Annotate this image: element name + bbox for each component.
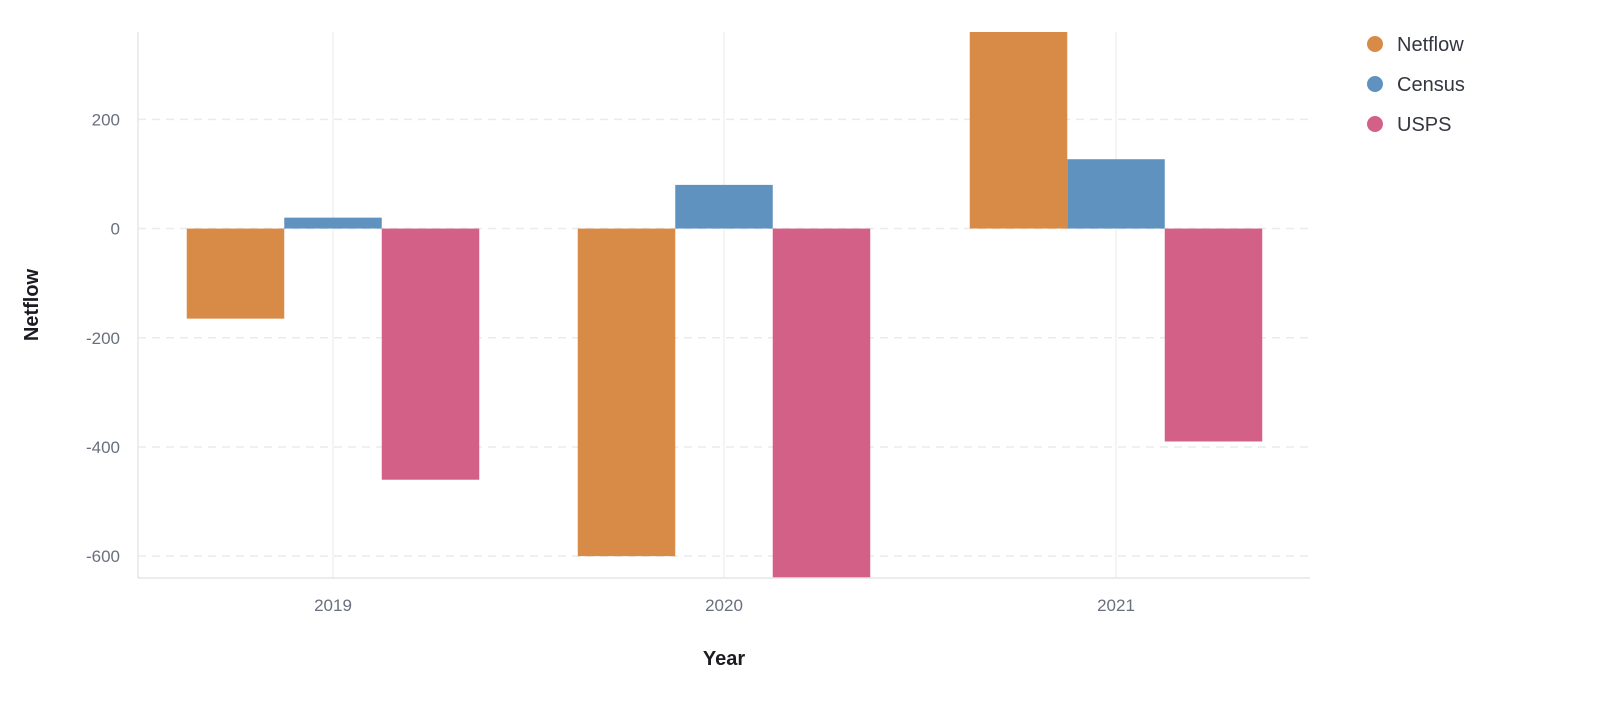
y-tick-label: -200 xyxy=(86,329,120,348)
bar-usps-2020[interactable] xyxy=(772,228,871,578)
bar-census-2020[interactable] xyxy=(675,184,773,229)
x-tick-label: 2021 xyxy=(1097,596,1135,615)
legend-swatch xyxy=(1367,76,1383,92)
legend: Netflow Census USPS xyxy=(1367,34,1465,136)
legend-item-netflow[interactable]: Netflow xyxy=(1367,34,1464,56)
legend-item-census[interactable]: Census xyxy=(1367,74,1465,96)
y-tick-label: 0 xyxy=(111,220,120,239)
bar-netflow-2020[interactable] xyxy=(577,228,676,557)
legend-swatch xyxy=(1367,36,1383,52)
bar-usps-2019[interactable] xyxy=(381,228,480,480)
bar-census-2021[interactable] xyxy=(1067,159,1165,229)
y-tick-label: -600 xyxy=(86,547,120,566)
bars xyxy=(186,32,1263,578)
x-tick-label: 2020 xyxy=(705,596,743,615)
bar-netflow-2019[interactable] xyxy=(186,228,285,319)
legend-swatch xyxy=(1367,116,1383,132)
y-tick-label: 200 xyxy=(92,110,120,129)
x-tick-label: 2019 xyxy=(314,596,352,615)
bar-usps-2021[interactable] xyxy=(1164,228,1263,442)
axes xyxy=(137,32,1310,579)
legend-item-usps[interactable]: USPS xyxy=(1367,114,1451,136)
legend-label: Census xyxy=(1397,74,1465,96)
bar-netflow-2021[interactable] xyxy=(969,32,1068,229)
tick-labels: 200 0 -200 -400 -600 2019 2020 2021 xyxy=(86,110,1135,615)
bar-census-2019[interactable] xyxy=(284,217,382,229)
legend-label: USPS xyxy=(1397,114,1451,136)
grid-lines xyxy=(138,32,1310,578)
y-axis-title: Netflow xyxy=(21,268,43,341)
x-axis-title: Year xyxy=(703,648,745,670)
y-tick-label: -400 xyxy=(86,438,120,457)
legend-label: Netflow xyxy=(1397,34,1464,56)
